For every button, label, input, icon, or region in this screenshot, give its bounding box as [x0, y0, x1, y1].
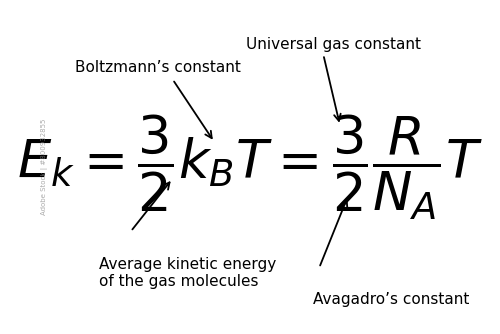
Text: Universal gas constant: Universal gas constant	[246, 37, 422, 52]
Text: Average kinetic energy
of the gas molecules: Average kinetic energy of the gas molecu…	[99, 257, 276, 289]
Text: Avagadro’s constant: Avagadro’s constant	[313, 292, 469, 307]
Text: Adobe Stock | #800932855: Adobe Stock | #800932855	[42, 119, 48, 215]
Text: Boltzmann’s constant: Boltzmann’s constant	[75, 60, 241, 75]
Text: $E_k = \dfrac{3}{2}k_B T = \dfrac{3}{2}\dfrac{R}{N_A}T$: $E_k = \dfrac{3}{2}k_B T = \dfrac{3}{2}\…	[17, 113, 483, 221]
